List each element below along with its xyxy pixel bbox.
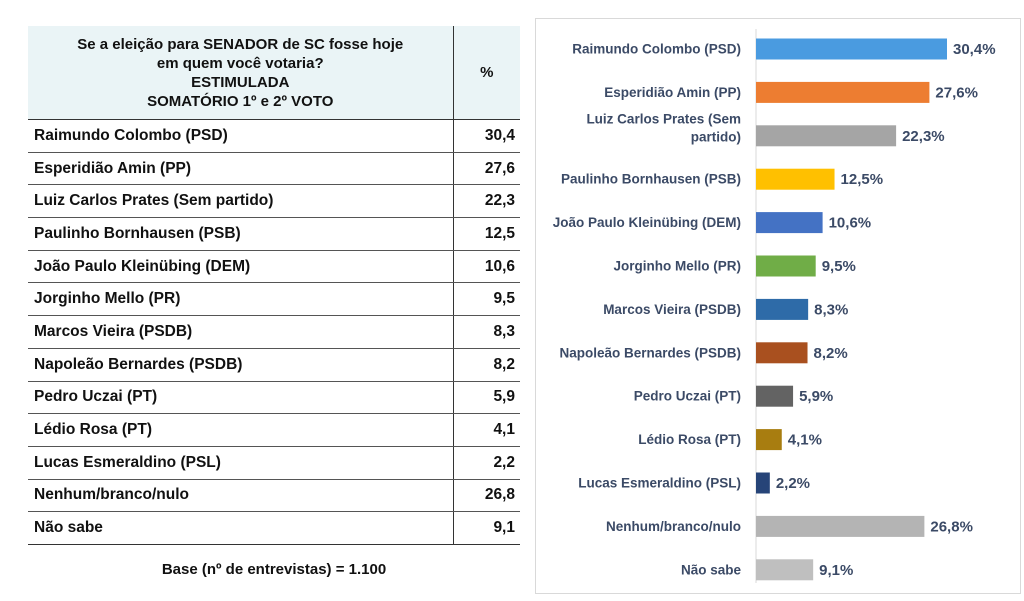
data-label: 8,2% [814, 345, 848, 362]
data-label: 9,5% [822, 258, 856, 275]
category-label: Paulinho Bornhausen (PSB) [561, 172, 741, 187]
candidate-name: Raimundo Colombo (PSD) [28, 119, 453, 153]
data-label: 5,9% [799, 388, 833, 405]
candidate-name: Jorginho Mello (PR) [28, 282, 453, 317]
category-label: Luiz Carlos Prates (Sem partido) [586, 111, 741, 144]
table-row: Napoleão Bernardes (PSDB) 8,2 [28, 348, 520, 382]
base-note: Base (nº de entrevistas) = 1.100 [161, 561, 387, 578]
candidate-value: 10,6 [452, 250, 520, 284]
data-label: 27,6% [935, 84, 978, 101]
category-label: João Paulo Kleinübing (DEM) [553, 215, 741, 230]
candidate-name: Paulinho Bornhausen (PSB) [28, 217, 453, 251]
results-table: Se a eleição para SENADOR de SC fosse ho… [28, 26, 520, 545]
category-label: Lucas Esmeraldino (PSL) [578, 476, 741, 491]
bar [756, 472, 770, 494]
candidate-value: 22,3 [452, 184, 520, 219]
bar [756, 385, 794, 407]
data-label: 22,3% [902, 128, 945, 145]
data-label: 10,6% [829, 215, 872, 232]
candidate-name: Lucas Esmeraldino (PSL) [28, 446, 453, 480]
table-row: Não sabe 9,1 [28, 511, 520, 545]
question-line: SOMATÓRIO 1º e 2º VOTO [147, 92, 334, 110]
candidate-value: 12,5 [452, 217, 520, 251]
category-label: Raimundo Colombo (PSD) [572, 42, 741, 57]
candidate-name: Marcos Vieira (PSDB) [28, 315, 453, 349]
bar [756, 125, 897, 147]
bar [756, 255, 816, 277]
table-row: Esperidião Amin (PP) 27,6 [28, 152, 520, 186]
data-label: 4,1% [788, 432, 822, 449]
category-label: Napoleão Bernardes (PSDB) [559, 345, 741, 360]
question-line: Se a eleição para SENADOR de SC fosse ho… [77, 35, 404, 53]
table-row: Raimundo Colombo (PSD) 30,4 [28, 119, 520, 153]
candidate-name: Lédio Rosa (PT) [28, 413, 453, 447]
candidate-value: 27,6 [452, 152, 520, 186]
candidate-value: 8,2 [452, 348, 520, 382]
table-row: Paulinho Bornhausen (PSB) 12,5 [28, 217, 520, 251]
candidate-value: 8,3 [452, 315, 520, 349]
category-label: Pedro Uczai (PT) [634, 389, 741, 404]
bar [756, 298, 809, 320]
data-label: 9,1% [819, 562, 853, 579]
candidate-value: 26,8 [452, 479, 520, 513]
candidate-name: Napoleão Bernardes (PSDB) [28, 348, 453, 382]
data-label: 8,3% [814, 301, 848, 318]
category-label: Jorginho Mello (PR) [614, 259, 742, 274]
candidate-name: Nenhum/branco/nulo [28, 479, 453, 513]
table-row: Jorginho Mello (PR) 9,5 [28, 282, 520, 317]
data-label: 12,5% [841, 171, 884, 188]
category-label: Esperidião Amin (PP) [604, 85, 741, 100]
candidate-value: 2,2 [452, 446, 520, 480]
table-row: João Paulo Kleinübing (DEM) 10,6 [28, 250, 520, 284]
candidate-name: Esperidião Amin (PP) [28, 152, 453, 186]
results-table-container: Se a eleição para SENADOR de SC fosse ho… [28, 26, 520, 545]
bar-chart: 30,4% Raimundo Colombo (PSD) 27,6% Esperidi… [553, 29, 996, 583]
candidate-value: 9,1 [452, 511, 520, 545]
candidate-name: Luiz Carlos Prates (Sem partido) [28, 184, 453, 219]
category-label: Marcos Vieira (PSDB) [603, 302, 741, 317]
candidate-name: Não sabe [28, 511, 453, 545]
table-row: Luiz Carlos Prates (Sem partido) 22,3 [28, 184, 520, 219]
table-row: Marcos Vieira (PSDB) 8,3 [28, 315, 520, 349]
percent-header: % [452, 26, 520, 120]
table-row: Lucas Esmeraldino (PSL) 2,2 [28, 446, 520, 480]
bar [756, 559, 814, 581]
candidate-value: 4,1 [452, 413, 520, 447]
category-label: Nenhum/branco/nulo [606, 519, 741, 534]
table-row: Pedro Uczai (PT) 5,9 [28, 381, 520, 415]
bar [756, 429, 782, 451]
data-label: 26,8% [930, 518, 973, 535]
bar [756, 515, 925, 537]
question-header: Se a eleição para SENADOR de SC fosse ho… [28, 26, 453, 120]
candidate-value: 30,4 [452, 119, 520, 153]
bar [756, 342, 808, 364]
candidate-name: João Paulo Kleinübing (DEM) [28, 250, 453, 284]
bar [756, 212, 823, 234]
candidate-value: 5,9 [452, 381, 520, 415]
data-label: 30,4% [953, 41, 996, 58]
candidate-name: Pedro Uczai (PT) [28, 381, 453, 415]
candidate-value: 9,5 [452, 282, 520, 317]
question-line: em quem você votaria? [156, 54, 324, 72]
question-line: ESTIMULADA [191, 73, 290, 91]
data-label: 2,2% [776, 475, 810, 492]
bar-chart-panel: 30,4% Raimundo Colombo (PSD) 27,6% Esperidi… [535, 18, 1021, 594]
table-row: Lédio Rosa (PT) 4,1 [28, 413, 520, 447]
table-row: Nenhum/branco/nulo 26,8 [28, 479, 520, 513]
bar [756, 81, 930, 103]
category-label: Não sabe [681, 562, 742, 577]
category-label: Lédio Rosa (PT) [638, 432, 741, 447]
bar [756, 38, 947, 60]
table-header-row: Se a eleição para SENADOR de SC fosse ho… [28, 26, 520, 120]
bar [756, 168, 835, 190]
